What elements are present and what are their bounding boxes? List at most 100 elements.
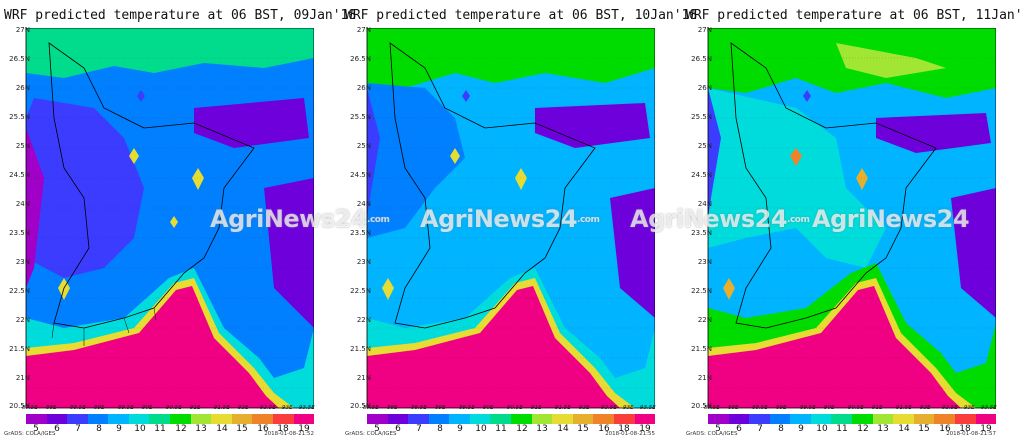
lat-label: 27N (697, 26, 712, 34)
watermark-text: AgriNews24 (210, 205, 368, 233)
map-panel-0: WRF predicted temperature at 06 BST, 09J… (4, 0, 356, 438)
watermark-suffix: .com (787, 215, 810, 225)
lat-label: 22.5N (9, 287, 30, 295)
lon-label: 87.5E (363, 405, 379, 411)
lon-label: 89E (94, 405, 105, 411)
colorbar-swatch (613, 414, 635, 424)
lat-label: 20.5N (691, 402, 712, 410)
lon-label: 93E (964, 405, 975, 411)
watermark: AgriNews24 (812, 204, 970, 234)
colorbar-swatch (810, 414, 832, 424)
colorbar-swatch (67, 414, 88, 424)
colorbar-swatch (913, 414, 935, 424)
lat-label: 22N (697, 316, 712, 324)
colorbar-tick: 5 (715, 424, 721, 434)
lat-label: 27N (15, 26, 30, 34)
colorbar-tick: 11 (836, 424, 848, 434)
lat-label: 26N (15, 84, 30, 92)
colorbar-tick: 19 (639, 424, 651, 434)
lon-label: 91.5E (214, 405, 230, 411)
colorbar-tick: 5 (33, 424, 39, 434)
colorbar-tick: 18 (277, 424, 289, 434)
lon-label: 89.5E (459, 405, 475, 411)
lon-label: 91E (872, 405, 883, 411)
lon-label: 89.5E (800, 405, 816, 411)
colorbar-swatch (511, 414, 532, 424)
lat-label: 25.5N (691, 113, 712, 121)
colorbar-tick: 6 (54, 424, 60, 434)
colorbar-swatch (293, 414, 315, 424)
lat-label: 22N (15, 316, 30, 324)
lon-label: 87.5E (704, 405, 720, 411)
lat-label: 23.5N (9, 229, 30, 237)
credit: GrADS: COLA/IGES (4, 431, 56, 437)
lon-label: 92.5E (601, 405, 617, 411)
colorbar-tick: 11 (495, 424, 507, 434)
colorbar-swatch (87, 414, 109, 424)
lon-label: 91.5E (896, 405, 912, 411)
colorbar-swatch (128, 414, 150, 424)
lat-label: 24.5N (9, 171, 30, 179)
lat-label: 24N (356, 200, 371, 208)
colorbar-tick: 10 (134, 424, 146, 434)
temperature-map (707, 28, 996, 409)
colorbar-swatch (552, 414, 573, 424)
colorbar (708, 414, 997, 424)
colorbar-swatch (872, 414, 894, 424)
colorbar-tick: 9 (457, 424, 463, 434)
lat-label: 25.5N (9, 113, 30, 121)
lon-label: 90.5E (848, 405, 864, 411)
colorbar-tick: 7 (416, 424, 422, 434)
credit: GrADS: COLA/IGES (345, 431, 397, 437)
lon-label: 89.5E (118, 405, 134, 411)
colorbar-tick: 7 (757, 424, 763, 434)
colorbar-swatch (469, 414, 491, 424)
colorbar-swatch (252, 414, 273, 424)
colorbar-swatch (831, 414, 853, 424)
lat-label: 25.5N (350, 113, 371, 121)
watermark-suffix: .com (577, 215, 600, 225)
lon-label: 93.5E (981, 405, 997, 411)
lat-label: 23.5N (350, 229, 371, 237)
colorbar-tick: 7 (75, 424, 81, 434)
colorbar-tick: 14 (216, 424, 228, 434)
colorbar-tick: 10 (816, 424, 828, 434)
colorbar-tick: 9 (798, 424, 804, 434)
colorbar-tick: 12 (516, 424, 528, 434)
colorbar-swatch (449, 414, 470, 424)
lat-label: 22N (356, 316, 371, 324)
colorbar-swatch (593, 414, 614, 424)
colorbar (367, 414, 656, 424)
colorbar-swatch (790, 414, 811, 424)
colorbar-tick: 8 (437, 424, 443, 434)
colorbar-tick: 19 (980, 424, 992, 434)
colorbar-tick: 18 (959, 424, 971, 434)
colorbar-swatch (367, 414, 388, 424)
lon-label: 91E (531, 405, 542, 411)
lat-label: 26N (697, 84, 712, 92)
lon-label: 89E (776, 405, 787, 411)
colorbar-tick: 14 (898, 424, 910, 434)
lat-label: 25N (697, 142, 712, 150)
colorbar-swatch (634, 414, 656, 424)
lon-label: 92.5E (942, 405, 958, 411)
lon-label: 90.5E (507, 405, 523, 411)
colorbar-tick: 15 (236, 424, 248, 434)
colorbar-labels: 5 6 7 8 9 10 11 12 13 14 15 16 18 19 (26, 424, 314, 434)
lon-label: 92E (920, 405, 931, 411)
colorbar-tick: 9 (116, 424, 122, 434)
credit: GrADS: COLA/IGES (686, 431, 738, 437)
lon-label: 88.5E (752, 405, 768, 411)
panel-title: WRF predicted temperature at 06 BST, 11J… (686, 8, 1024, 23)
timestamp: 2018-01-08-21:57 (946, 431, 996, 437)
colorbar-swatch (769, 414, 791, 424)
lon-label: 88E (387, 405, 398, 411)
lat-label: 21N (697, 374, 712, 382)
colorbar-swatch (934, 414, 955, 424)
colorbar-tick: 19 (298, 424, 310, 434)
colorbar-tick: 14 (557, 424, 569, 434)
colorbar-tick: 13 (195, 424, 207, 434)
lat-label: 26N (356, 84, 371, 92)
colorbar-swatch (975, 414, 997, 424)
colorbar-swatch (749, 414, 770, 424)
